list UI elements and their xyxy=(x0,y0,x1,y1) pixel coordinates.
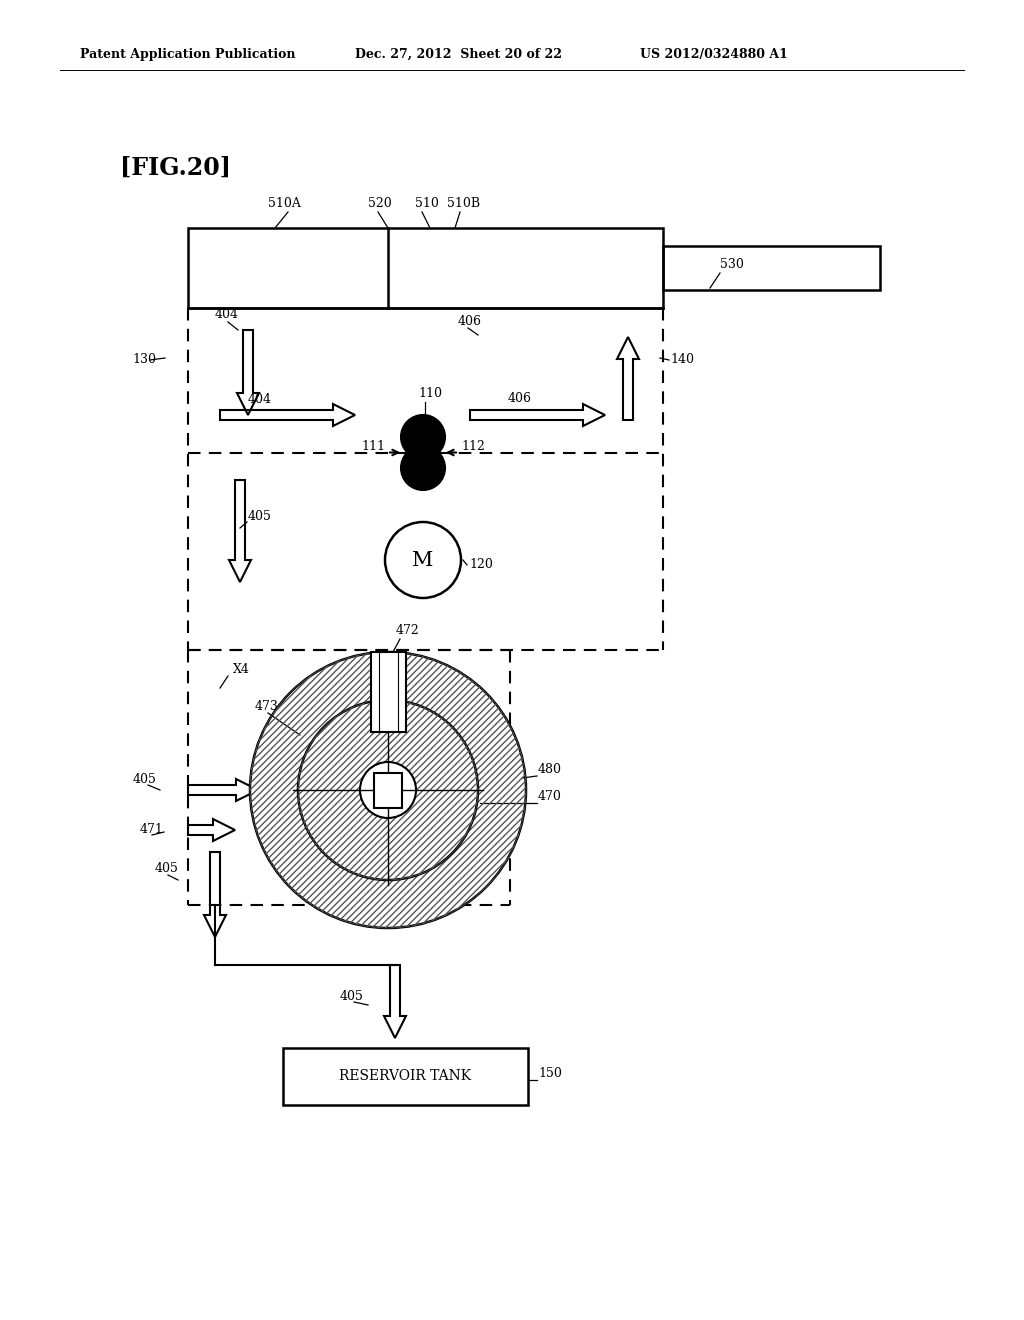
Text: [FIG.20]: [FIG.20] xyxy=(120,156,231,180)
Text: 480: 480 xyxy=(538,763,562,776)
Text: 405: 405 xyxy=(133,774,157,785)
Bar xyxy=(283,1048,528,1105)
Circle shape xyxy=(401,446,445,490)
Text: 471: 471 xyxy=(140,822,164,836)
Circle shape xyxy=(401,414,445,459)
Text: 530: 530 xyxy=(720,257,743,271)
Text: X4: X4 xyxy=(233,663,250,676)
Text: US 2012/0324880 A1: US 2012/0324880 A1 xyxy=(640,48,787,61)
Text: 150: 150 xyxy=(538,1067,562,1080)
Text: 520: 520 xyxy=(368,197,392,210)
Text: 405: 405 xyxy=(340,990,364,1003)
Circle shape xyxy=(250,652,526,928)
Text: 405: 405 xyxy=(248,510,272,523)
Circle shape xyxy=(417,446,429,458)
Text: 472: 472 xyxy=(396,624,420,638)
Circle shape xyxy=(360,762,416,818)
Text: 120: 120 xyxy=(469,558,493,572)
Text: 110: 110 xyxy=(418,387,442,400)
Text: 406: 406 xyxy=(458,315,482,327)
Text: 404: 404 xyxy=(248,393,272,407)
Text: 470: 470 xyxy=(538,789,562,803)
Text: M: M xyxy=(413,550,433,569)
Text: 111: 111 xyxy=(361,441,385,454)
Text: 140: 140 xyxy=(670,352,694,366)
Bar xyxy=(374,772,402,808)
Text: 112: 112 xyxy=(461,441,485,454)
Circle shape xyxy=(298,700,478,880)
Text: 404: 404 xyxy=(215,308,239,321)
Text: RESERVOIR TANK: RESERVOIR TANK xyxy=(339,1069,472,1084)
Bar xyxy=(663,246,880,290)
Text: 130: 130 xyxy=(132,352,156,366)
Text: 405: 405 xyxy=(155,862,179,875)
Bar xyxy=(371,652,406,733)
Text: 510: 510 xyxy=(415,197,439,210)
Text: Dec. 27, 2012  Sheet 20 of 22: Dec. 27, 2012 Sheet 20 of 22 xyxy=(355,48,562,61)
Text: 510A: 510A xyxy=(268,197,301,210)
Text: 473: 473 xyxy=(255,700,279,713)
Text: Patent Application Publication: Patent Application Publication xyxy=(80,48,296,61)
Text: 510B: 510B xyxy=(447,197,480,210)
Text: 406: 406 xyxy=(508,392,532,405)
Bar xyxy=(188,228,663,308)
